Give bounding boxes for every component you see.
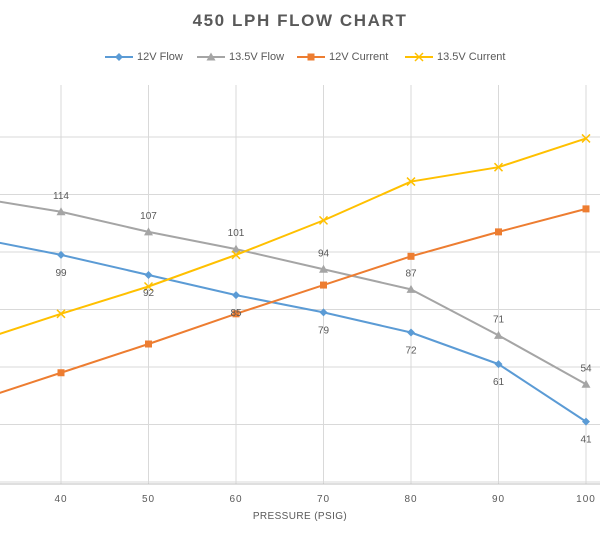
legend-marker [206,52,216,61]
x-tick-label: 50 [142,494,155,505]
series-12v-flow [0,241,590,426]
data-label-13-5v-flow: 114 [53,191,69,202]
legend-swatch-13-5v-current [405,52,433,62]
x-tick-label: 60 [229,494,242,505]
data-point-12v-flow [407,328,415,337]
data-point-13-5v-current [406,177,416,187]
data-point-13-5v-flow [56,207,66,216]
series-13-5v-flow [0,200,591,388]
data-point-13-5v-current [581,133,591,143]
x-axis-label: PRESSURE (PSIG) [252,511,348,522]
data-point-13-5v-current [318,215,329,225]
legend-marker [115,53,123,61]
data-point-12v-current [320,281,327,289]
legend-label-12v-current: 12V Current [329,51,389,63]
legend-item-12v-flow: 12V Flow [104,48,183,66]
series-line-13-5v-current [0,137,587,335]
data-label-12v-flow: 79 [318,325,330,336]
legend-swatch-12v-current [297,53,325,61]
legend-marker [414,52,424,62]
data-label-13-5v-flow: 87 [405,268,417,279]
legend-swatch-13-5v-flow [197,52,225,61]
data-point-12v-flow [232,291,240,300]
data-label-13-5v-flow: 101 [228,228,245,239]
x-tick-label: 100 [576,494,596,505]
legend-item-12v-current: 12V Current [296,48,388,66]
legend: 12V Flow 13.5V Flow 12V Current 13.5V Cu… [0,48,600,66]
x-tick-label: 70 [317,494,330,505]
data-point-12v-current [232,310,240,318]
legend-label-13-5v-flow: 13.5V Flow [229,51,285,63]
gridlines [0,85,600,484]
data-point-13-5v-flow [144,227,153,236]
data-point-13-5v-flow [231,244,241,253]
data-point-13-5v-flow [581,379,591,388]
data-point-12v-current [145,340,152,348]
x-tick-label: 40 [54,494,67,505]
data-point-13-5v-current [231,250,241,260]
legend-item-13-5v-flow: 13.5V Flow [196,48,284,66]
series-line-13-5v-flow [0,200,587,386]
data-point-12v-flow [582,417,590,426]
data-point-12v-current [495,228,502,236]
data-point-12v-flow [319,308,328,317]
series-line-12v-current [0,207,587,394]
data-point-13-5v-flow [406,284,416,293]
data-point-13-5v-current [143,281,154,292]
data-label-12v-flow: 41 [580,435,592,446]
data-label-13-5v-flow: 71 [493,314,505,325]
data-point-13-5v-flow [494,330,503,339]
data-point-12v-flow [494,360,503,369]
series-13-5v-current [0,133,591,335]
legend-swatch-12v-flow [105,53,133,61]
data-point-12v-current [407,252,415,260]
legend-label-12v-flow: 12V Flow [137,51,183,63]
data-point-13-5v-current [56,309,66,319]
data-point-12v-flow [57,250,65,259]
series-layer [0,133,591,426]
data-label-13-5v-flow: 54 [580,363,592,374]
data-label-12v-flow: 92 [143,288,155,299]
x-tick-label: 80 [404,494,417,505]
data-label-13-5v-flow: 94 [318,248,330,259]
data-label-12v-flow: 72 [405,346,417,357]
chart-title: 450 LPH FLOW CHART [192,11,408,30]
data-label-12v-flow: 61 [493,377,505,388]
data-point-13-5v-current [493,162,504,172]
legend-label-13-5v-current: 13.5V Current [437,51,506,63]
series-12v-current [0,205,590,394]
data-label-12v-flow: 99 [55,268,67,279]
legend-item-13-5v-current: 13.5V Current [404,48,505,66]
data-point-12v-flow [144,271,153,279]
data-point-12v-current [582,205,590,213]
x-tick-label: 90 [492,494,505,505]
series-line-12v-flow [0,241,587,423]
legend-marker [307,53,315,61]
data-label-13-5v-flow: 107 [140,211,157,222]
data-point-12v-current [57,369,65,377]
data-label-12v-flow: 85 [230,308,242,319]
data-point-13-5v-flow [319,264,328,273]
